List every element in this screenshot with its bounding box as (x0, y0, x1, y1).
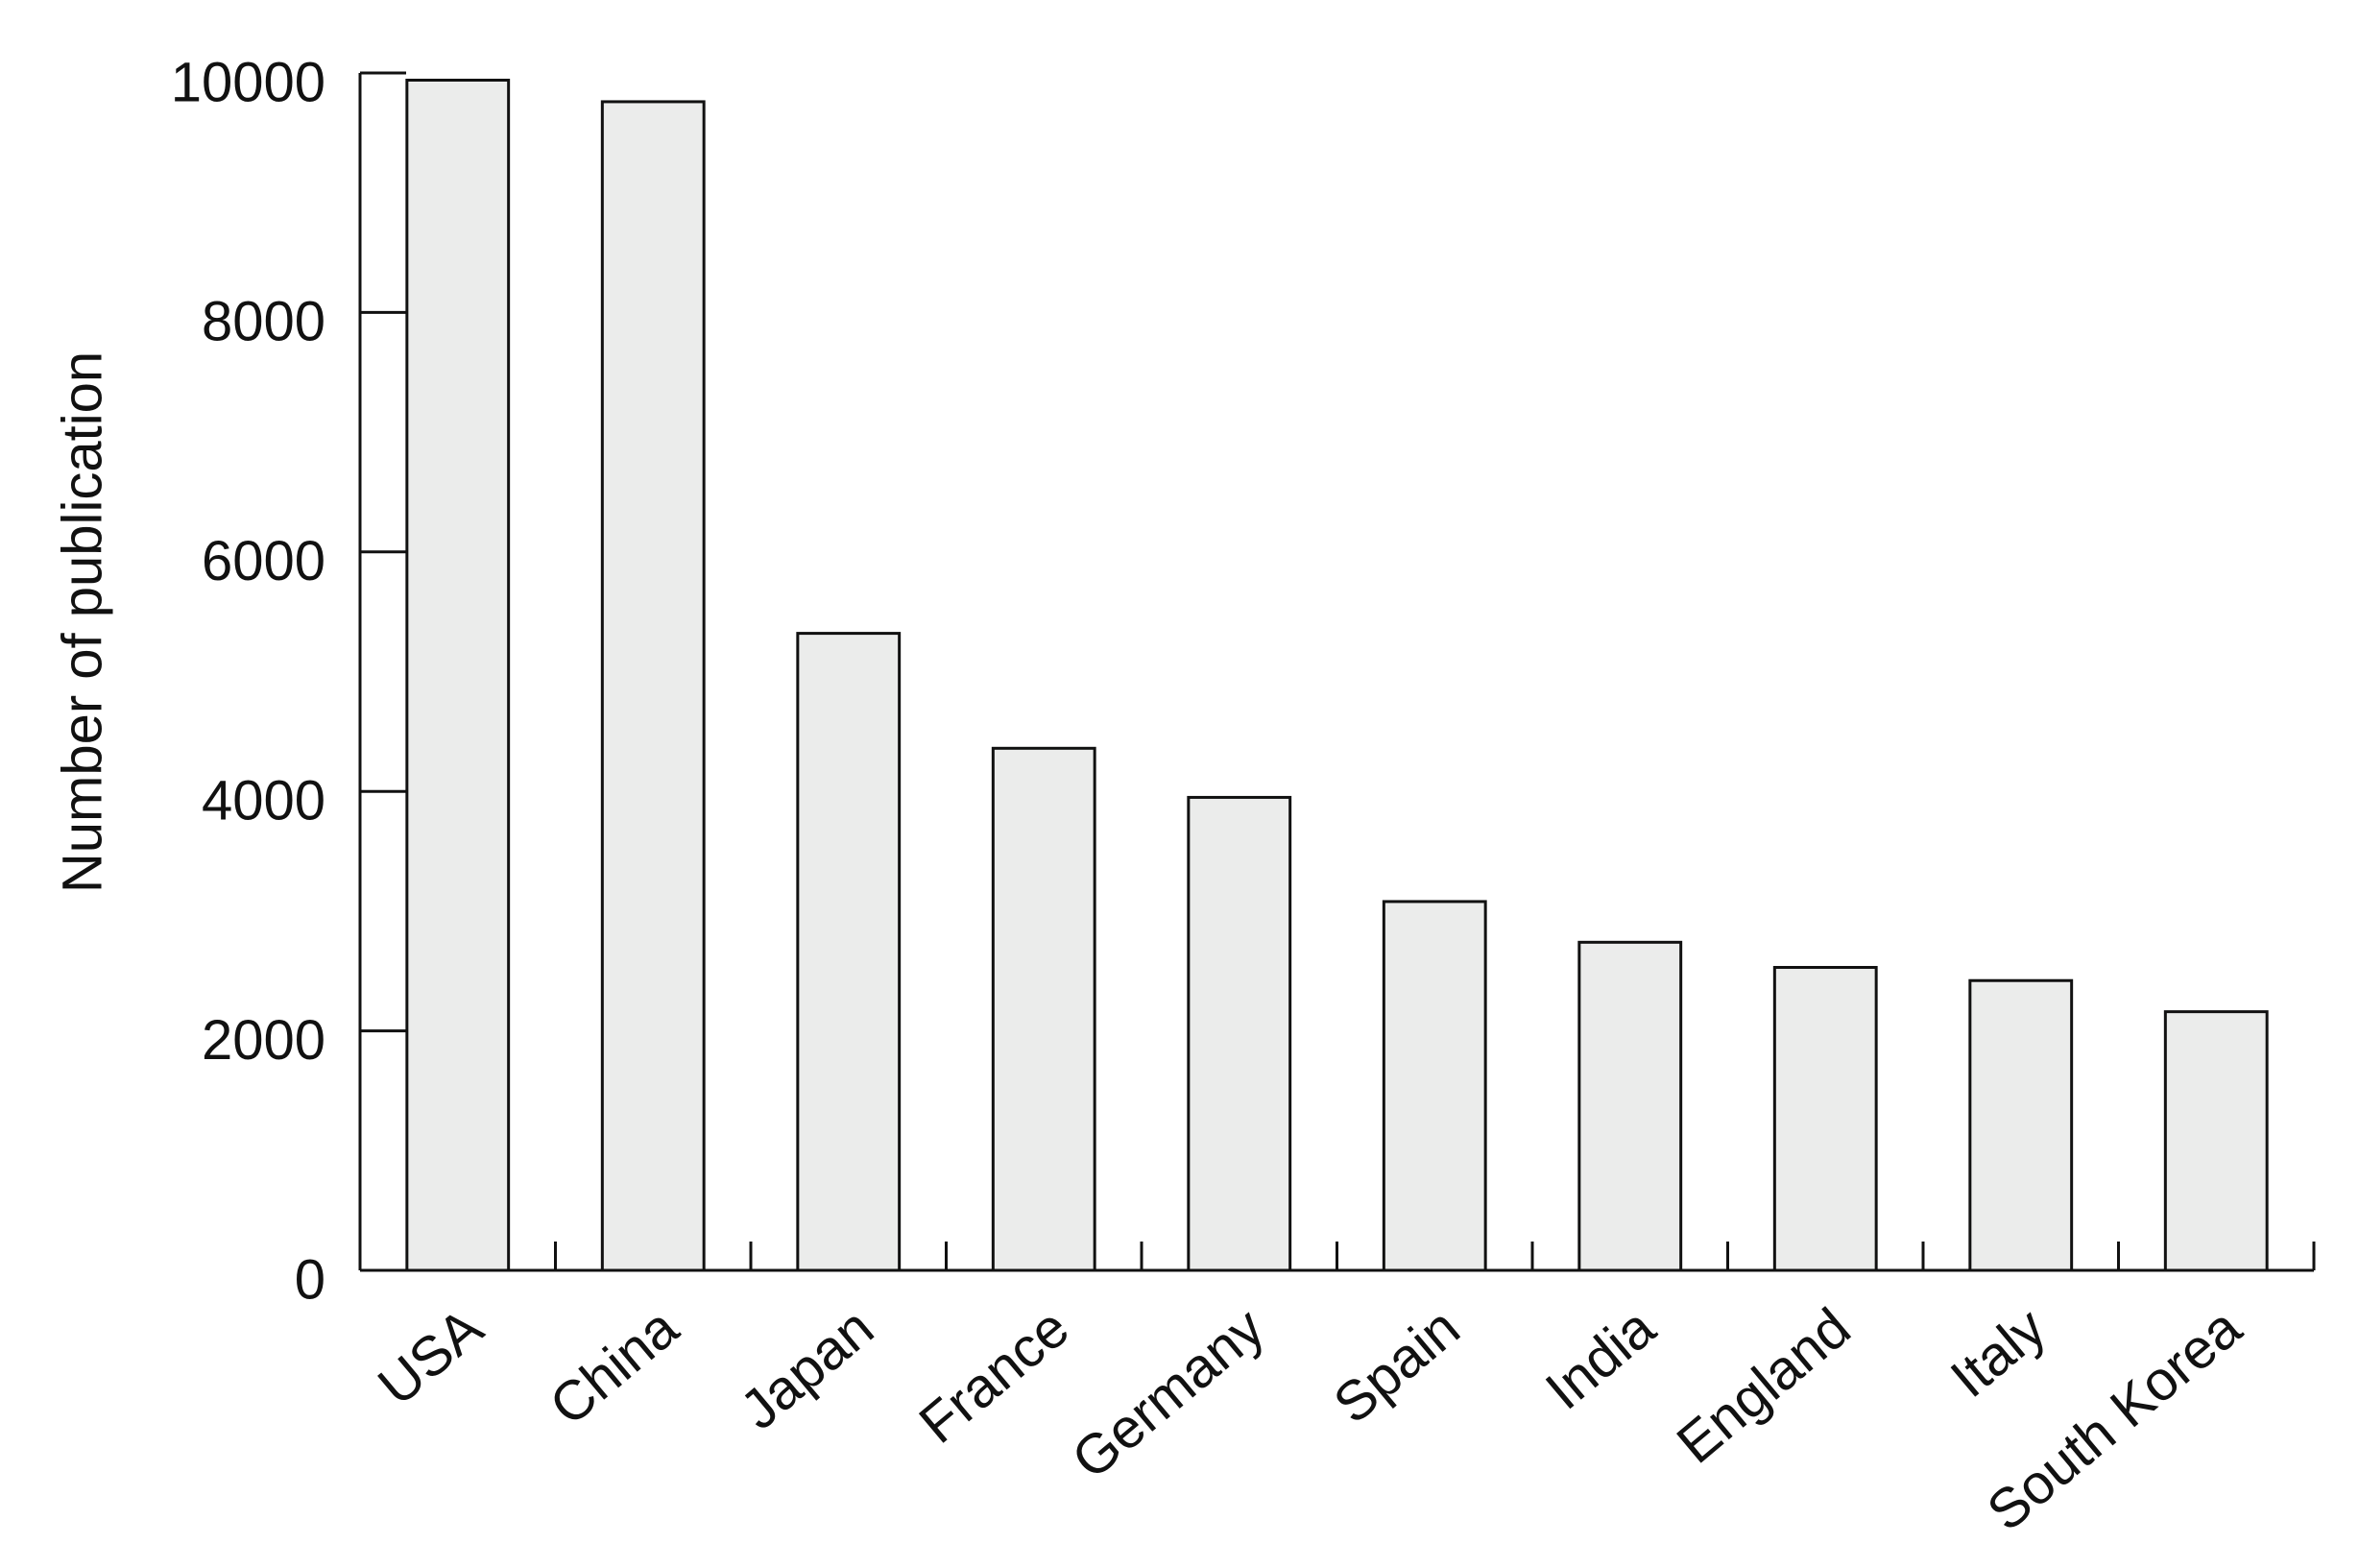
bar (2163, 1010, 2269, 1272)
bar (1577, 940, 1683, 1272)
bar (1968, 978, 2074, 1272)
bar (991, 746, 1096, 1272)
x-tick-label: France (907, 1296, 1080, 1456)
y-axis-title: Number of publication (51, 351, 113, 893)
x-tick-label: China (539, 1295, 690, 1437)
x-tick-label: India (1534, 1295, 1668, 1421)
x-tick-label: England (1666, 1296, 1863, 1476)
bar (1382, 900, 1487, 1272)
bar (796, 632, 902, 1272)
y-tick-label: 10000 (171, 51, 325, 113)
x-tick-label: Japan (729, 1296, 885, 1441)
y-tick-label: 8000 (202, 291, 325, 353)
bar (1772, 966, 1878, 1272)
x-tick-label: Spain (1322, 1296, 1471, 1435)
y-tick-label: 2000 (202, 1009, 325, 1072)
y-tick-label: 6000 (202, 530, 325, 592)
bar (600, 100, 706, 1272)
bar (1187, 795, 1292, 1272)
y-tick-label: 4000 (202, 770, 325, 832)
x-tick-label: Italy (1939, 1296, 2058, 1410)
y-tick-label: 0 (295, 1248, 325, 1311)
x-tick-label: Germany (1060, 1296, 1275, 1491)
bar (405, 78, 511, 1272)
x-tick-label: USA (367, 1296, 494, 1418)
